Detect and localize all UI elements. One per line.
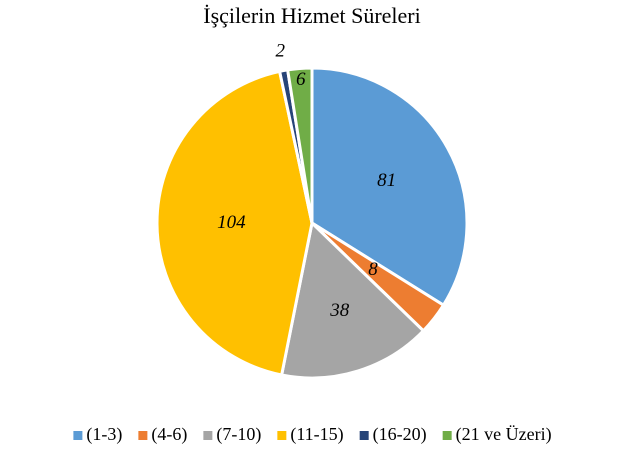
legend-label: (21 ve Üzeri) <box>456 424 552 445</box>
pie-slice <box>155 69 314 377</box>
legend-swatch <box>359 431 369 440</box>
data-label: 104 <box>217 212 246 233</box>
data-label: 2 <box>275 41 285 62</box>
legend-swatch <box>442 431 452 440</box>
legend-label: (7-10) <box>216 424 261 445</box>
legend-label: (1-3) <box>86 424 122 445</box>
data-label: 81 <box>377 170 396 191</box>
legend-swatch <box>138 431 148 440</box>
data-label: 6 <box>296 69 306 90</box>
legend-label: (11-15) <box>290 424 343 445</box>
legend-label: (4-6) <box>151 424 187 445</box>
legend-swatch <box>277 431 287 440</box>
legend-label: (16-20) <box>373 424 427 445</box>
chart-title: İşçilerin Hizmet Süreleri <box>203 3 420 28</box>
legend-swatch <box>203 431 213 440</box>
pie-slice <box>279 220 426 380</box>
data-label: 38 <box>329 300 350 321</box>
data-label: 8 <box>368 259 378 280</box>
pie-slice <box>285 66 314 224</box>
legend-swatch <box>73 431 83 440</box>
